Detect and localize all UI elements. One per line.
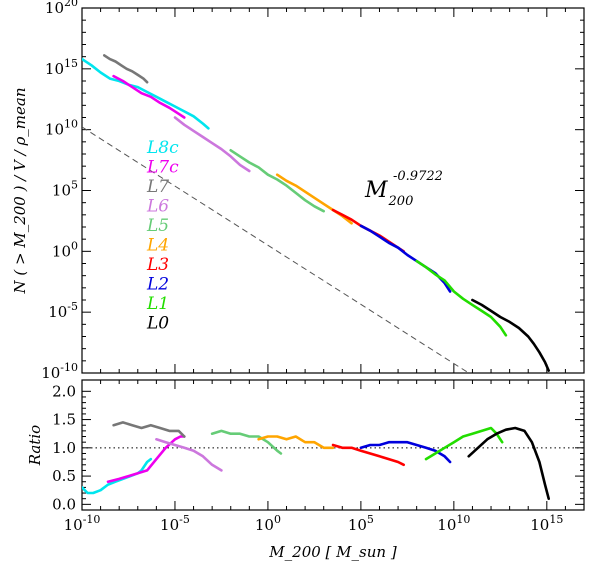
legend-entry-L2: L2 <box>146 275 169 295</box>
x-tick-label: 10-5 <box>160 513 190 534</box>
legend-entry-L6: L6 <box>146 197 169 217</box>
top-y-axis-label: N ( > M_200 ) / V / ρ_mean <box>11 88 29 295</box>
x-axis-label: M_200 [ M_sun ] <box>268 543 397 561</box>
bottom-y-axis-label: Ratio <box>26 425 44 466</box>
ratio-line-L4 <box>257 435 335 450</box>
top-panel: 1020 1015 1010 105 100 10-5 10-10 N ( > M_200 )… <box>11 0 585 382</box>
series-line-L4 <box>275 173 353 225</box>
series-line-L7c <box>112 74 186 119</box>
fit-label: M200 <box>364 178 413 209</box>
x-tick-label: 1010 <box>437 513 470 534</box>
y-tick-label: 2.0 <box>52 382 76 400</box>
y-tick-label: 10-10 <box>41 361 78 382</box>
y-tick-label: 0.0 <box>52 495 76 513</box>
legend-entry-L5: L5 <box>146 216 169 236</box>
bottom-panel: 10-10 10-5 100 105 1010 1015 0.0 0.5 1.0 1.5 2.0 Ra… <box>26 379 585 561</box>
ratio-line-L6 <box>155 437 223 472</box>
series-line-L6 <box>173 116 251 173</box>
ratio-line-L8c <box>82 457 153 495</box>
series-line-L1 <box>415 259 508 337</box>
y-tick-label: 1010 <box>45 118 78 139</box>
legend-entry-L4: L4 <box>146 236 169 256</box>
ratio-line-L5 <box>210 429 283 455</box>
x-tick-label: 100 <box>255 513 281 534</box>
legend-entry-L8c: L8c <box>146 138 179 158</box>
legend-entry-L0: L0 <box>146 314 169 334</box>
ratio-line-L0 <box>467 426 551 501</box>
x-tick-label: 1015 <box>530 513 563 534</box>
series-line-L2 <box>359 224 452 293</box>
legend-entry-L7: L7 <box>146 177 169 197</box>
series-line-L7 <box>103 54 149 84</box>
ratio-line-L7 <box>112 421 186 438</box>
ratio-line-L7c <box>106 435 186 484</box>
fit-exponent: -0.9722 <box>393 169 443 184</box>
legend-entry-L7c: L7c <box>146 158 179 178</box>
legend-entry-L1: L1 <box>146 294 169 314</box>
ratio-line-L3 <box>331 443 406 467</box>
y-tick-label: 1.5 <box>52 411 76 429</box>
y-tick-label: 1015 <box>45 57 78 78</box>
x-tick-label: 105 <box>348 513 374 534</box>
y-tick-label: 10-5 <box>48 300 78 321</box>
series-line-L5 <box>229 149 326 213</box>
series-line-L8c <box>82 57 210 130</box>
series-line-L0 <box>471 298 551 372</box>
y-tick-label: 1020 <box>45 0 78 17</box>
y-tick-label: 105 <box>52 179 78 200</box>
x-tick-label: 10-10 <box>64 513 101 534</box>
legend-entry-L3: L3 <box>146 255 169 275</box>
ratio-line-L1 <box>424 426 504 461</box>
y-tick-label: 100 <box>52 239 78 260</box>
y-tick-label: 0.5 <box>52 467 76 485</box>
y-tick-label: 1.0 <box>52 439 76 457</box>
bottom-plot-frame <box>81 379 585 511</box>
